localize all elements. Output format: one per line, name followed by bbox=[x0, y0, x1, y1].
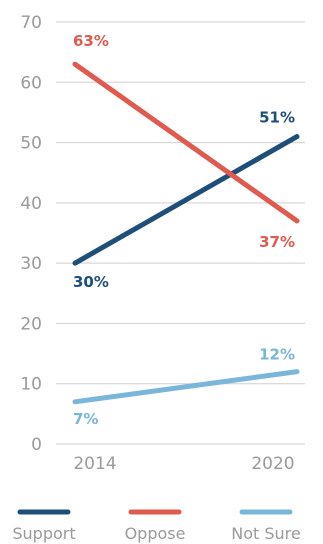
y-tick-label: 50 bbox=[20, 134, 42, 154]
series-lines bbox=[72, 61, 300, 405]
data-label: 51% bbox=[259, 109, 295, 127]
x-tick-label: 2014 bbox=[73, 454, 116, 474]
legend: Support Oppose Not Sure bbox=[12, 509, 301, 543]
data-label: 63% bbox=[73, 32, 109, 50]
data-labels: 30% 51% 63% 37% 7% 12% bbox=[73, 32, 295, 428]
x-axis-ticks: 2014 2020 bbox=[73, 454, 294, 474]
series-line-not-sure bbox=[72, 369, 300, 405]
series-line-oppose bbox=[72, 61, 300, 224]
y-tick-label: 70 bbox=[20, 13, 42, 33]
data-label: 7% bbox=[73, 410, 98, 428]
series-line-support bbox=[72, 134, 300, 266]
y-tick-label: 60 bbox=[20, 73, 42, 93]
y-axis-ticks: 0 10 20 30 40 50 60 70 bbox=[20, 13, 42, 455]
x-tick-label: 2020 bbox=[251, 454, 294, 474]
legend-label: Not Sure bbox=[231, 524, 300, 543]
data-label: 12% bbox=[259, 346, 295, 364]
legend-label: Support bbox=[12, 524, 75, 543]
y-tick-label: 20 bbox=[20, 314, 42, 334]
y-tick-label: 40 bbox=[20, 194, 42, 214]
data-label: 30% bbox=[73, 273, 109, 291]
data-label: 37% bbox=[259, 233, 295, 251]
y-tick-label: 0 bbox=[31, 435, 42, 455]
y-tick-label: 10 bbox=[20, 375, 42, 395]
y-tick-label: 30 bbox=[20, 254, 42, 274]
legend-label: Oppose bbox=[125, 524, 186, 543]
